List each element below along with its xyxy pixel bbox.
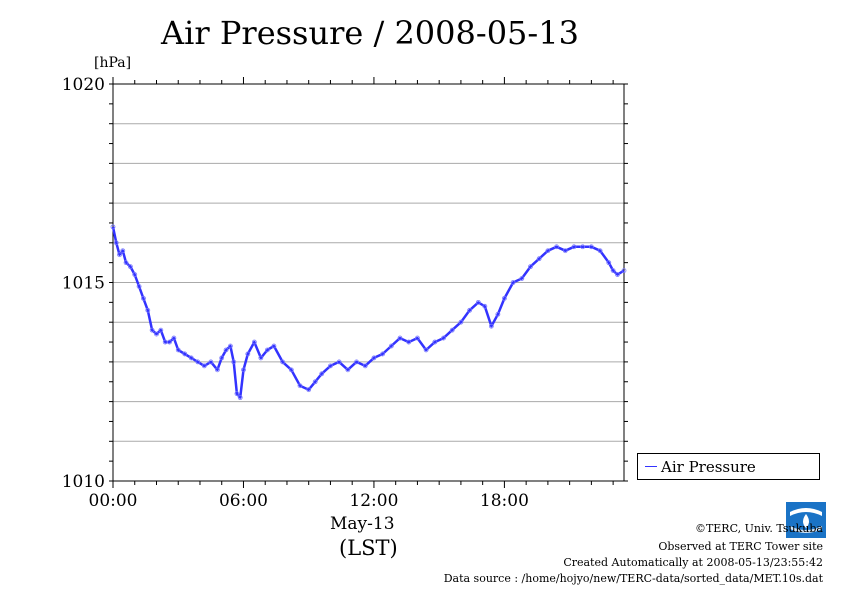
data-point [615, 272, 620, 277]
credit-created: Created Automatically at 2008-05-13/23:5… [563, 556, 823, 569]
x-tick-label: 00:00 [89, 491, 138, 511]
data-point [495, 311, 501, 317]
data-point [158, 327, 164, 333]
data-point [432, 339, 438, 345]
data-point [610, 268, 616, 273]
data-point [195, 359, 201, 365]
data-point [280, 359, 286, 365]
data-point [482, 303, 488, 309]
data-point [449, 327, 455, 333]
x-axis-timezone-label: (LST) [339, 536, 398, 560]
data-point [175, 347, 181, 353]
data-point [502, 295, 507, 301]
data-point [388, 343, 394, 349]
data-point [488, 323, 494, 329]
data-point [306, 387, 312, 393]
data-point [588, 244, 594, 250]
data-point [371, 355, 377, 361]
data-point [362, 363, 368, 369]
x-tick-label: 06:00 [219, 491, 268, 511]
data-point [110, 224, 116, 230]
data-point [554, 244, 559, 250]
data-point [123, 260, 129, 266]
credit-copyright: ©TERC, Univ. Tsukuba [694, 522, 823, 535]
data-point [336, 359, 342, 365]
data-point [606, 260, 612, 266]
data-point [145, 307, 151, 313]
data-point [415, 335, 420, 341]
data-point [141, 295, 146, 301]
credit-data-source: Data source : /home/hojyo/new/TERC-data/… [443, 572, 823, 585]
data-point [127, 264, 133, 270]
y-axis-unit: [hPa] [94, 55, 132, 71]
data-point [441, 335, 446, 341]
data-point [319, 371, 325, 377]
y-tick-label: 1010 [62, 472, 105, 492]
data-point [258, 355, 264, 361]
chart-title: Air Pressure / 2008-05-13 [161, 14, 579, 52]
data-point [423, 347, 429, 353]
data-point [475, 299, 481, 305]
data-point [228, 343, 233, 349]
data-point [536, 256, 542, 262]
data-point [214, 367, 220, 373]
data-point [288, 367, 294, 373]
data-point [406, 339, 412, 345]
data-point [237, 395, 243, 401]
y-tick-label: 1020 [62, 75, 105, 95]
data-point [562, 248, 568, 254]
x-axis-date-label: May-13 [330, 514, 395, 534]
data-point [467, 307, 473, 313]
data-point [171, 335, 177, 341]
data-point [231, 359, 237, 365]
terc-logo-icon [786, 502, 826, 538]
data-point [397, 335, 403, 341]
legend-label: Air Pressure [661, 458, 756, 476]
data-point [182, 351, 188, 357]
data-point [241, 367, 246, 373]
x-tick-label: 12:00 [349, 491, 398, 511]
data-point [208, 359, 214, 365]
data-point [234, 391, 240, 397]
data-point [621, 268, 627, 273]
data-point [149, 327, 155, 333]
data-point [580, 244, 586, 250]
data-point [223, 347, 229, 353]
data-point [251, 339, 257, 345]
y-tick-label: 1015 [62, 274, 105, 294]
data-point [264, 347, 270, 353]
data-point [120, 248, 126, 254]
data-point [117, 252, 122, 258]
data-point [297, 383, 303, 389]
data-point [271, 343, 277, 349]
data-point [188, 355, 194, 361]
data-point [328, 363, 333, 369]
chart-legend: Air Pressure [637, 453, 820, 480]
data-point [167, 339, 172, 345]
data-point [354, 359, 359, 365]
data-point [597, 248, 603, 254]
data-point [380, 351, 386, 357]
data-point [136, 284, 142, 289]
data-point [113, 240, 119, 246]
data-point [571, 244, 577, 250]
data-point [132, 272, 138, 277]
data-point [458, 319, 464, 325]
data-point [528, 264, 533, 270]
data-point [519, 276, 525, 281]
data-point [510, 280, 516, 285]
x-tick-label: 18:00 [480, 491, 529, 511]
data-point [545, 248, 551, 254]
credit-observed: Observed at TERC Tower site [658, 540, 823, 553]
legend-swatch [645, 466, 657, 467]
data-point [245, 351, 251, 357]
data-point [154, 331, 159, 337]
plot-frame [112, 83, 625, 482]
data-point [219, 355, 225, 361]
data-point [201, 363, 207, 369]
data-point [312, 379, 318, 385]
data-point [345, 367, 351, 373]
